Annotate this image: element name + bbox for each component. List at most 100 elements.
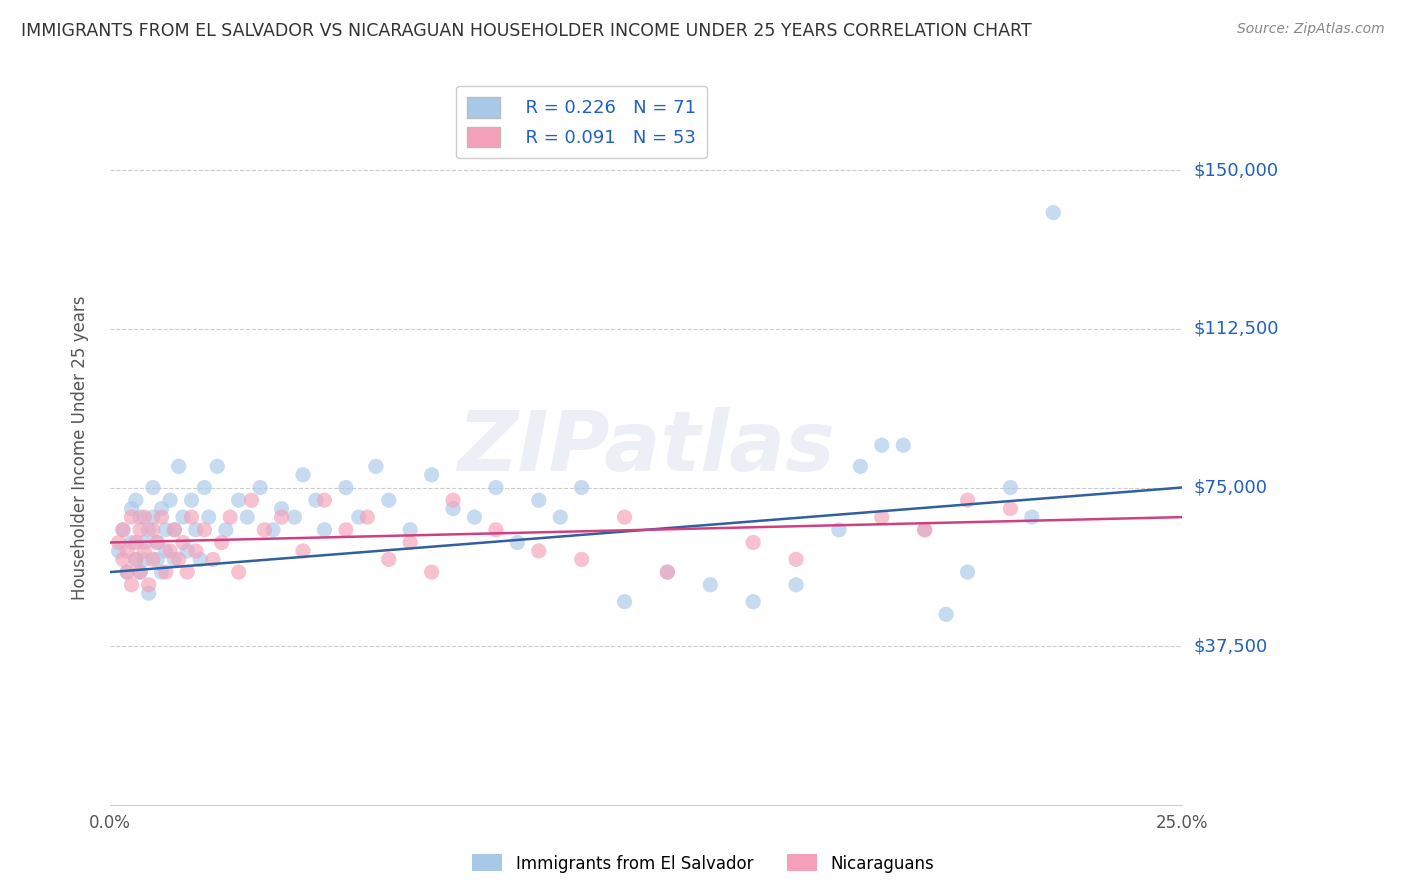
- Point: [193, 481, 215, 495]
- Point: [107, 544, 129, 558]
- Point: [125, 535, 148, 549]
- Point: [849, 459, 872, 474]
- Point: [163, 523, 186, 537]
- Point: [155, 523, 177, 537]
- Point: [125, 552, 148, 566]
- Point: [142, 523, 165, 537]
- Point: [441, 493, 464, 508]
- Point: [163, 552, 186, 566]
- Point: [548, 510, 571, 524]
- Point: [742, 595, 765, 609]
- Point: [657, 565, 679, 579]
- Point: [335, 481, 357, 495]
- Point: [613, 510, 636, 524]
- Point: [249, 481, 271, 495]
- Point: [163, 523, 186, 537]
- Point: [292, 544, 315, 558]
- Point: [335, 523, 357, 537]
- Point: [571, 481, 593, 495]
- Point: [197, 510, 219, 524]
- Point: [176, 544, 198, 558]
- Point: [283, 510, 305, 524]
- Point: [180, 510, 202, 524]
- Point: [184, 523, 207, 537]
- Point: [159, 544, 181, 558]
- Point: [1042, 205, 1064, 219]
- Point: [956, 565, 979, 579]
- Y-axis label: Householder Income Under 25 years: Householder Income Under 25 years: [72, 295, 89, 600]
- Point: [188, 552, 211, 566]
- Point: [228, 493, 250, 508]
- Point: [870, 438, 893, 452]
- Text: IMMIGRANTS FROM EL SALVADOR VS NICARAGUAN HOUSEHOLDER INCOME UNDER 25 YEARS CORR: IMMIGRANTS FROM EL SALVADOR VS NICARAGUA…: [21, 22, 1032, 40]
- Point: [146, 535, 169, 549]
- Point: [176, 565, 198, 579]
- Point: [134, 510, 156, 524]
- Point: [270, 501, 292, 516]
- Point: [891, 438, 914, 452]
- Point: [146, 552, 169, 566]
- Point: [134, 535, 156, 549]
- Point: [377, 493, 399, 508]
- Point: [134, 544, 156, 558]
- Point: [121, 535, 143, 549]
- Legend:   R = 0.226   N = 71,   R = 0.091   N = 53: R = 0.226 N = 71, R = 0.091 N = 53: [457, 86, 707, 158]
- Point: [1000, 481, 1022, 495]
- Point: [935, 607, 957, 622]
- Point: [228, 565, 250, 579]
- Point: [134, 552, 156, 566]
- Point: [150, 565, 173, 579]
- Point: [111, 523, 134, 537]
- Point: [115, 544, 138, 558]
- Point: [399, 535, 422, 549]
- Point: [377, 552, 399, 566]
- Point: [129, 510, 152, 524]
- Point: [914, 523, 936, 537]
- Point: [463, 510, 485, 524]
- Point: [236, 510, 259, 524]
- Point: [305, 493, 328, 508]
- Point: [262, 523, 284, 537]
- Point: [314, 523, 336, 537]
- Point: [150, 501, 173, 516]
- Point: [111, 552, 134, 566]
- Point: [142, 481, 165, 495]
- Point: [571, 552, 593, 566]
- Point: [657, 565, 679, 579]
- Point: [121, 501, 143, 516]
- Point: [121, 510, 143, 524]
- Point: [870, 510, 893, 524]
- Point: [527, 493, 550, 508]
- Point: [138, 586, 160, 600]
- Point: [785, 578, 807, 592]
- Point: [115, 565, 138, 579]
- Point: [399, 523, 422, 537]
- Point: [201, 552, 224, 566]
- Point: [956, 493, 979, 508]
- Point: [107, 535, 129, 549]
- Point: [155, 544, 177, 558]
- Point: [111, 523, 134, 537]
- Point: [527, 544, 550, 558]
- Point: [167, 459, 190, 474]
- Point: [125, 552, 148, 566]
- Point: [364, 459, 387, 474]
- Point: [292, 467, 315, 482]
- Text: ZIPatlas: ZIPatlas: [457, 408, 835, 489]
- Point: [138, 578, 160, 592]
- Point: [211, 535, 233, 549]
- Text: $37,500: $37,500: [1194, 637, 1267, 655]
- Point: [142, 552, 165, 566]
- Point: [155, 565, 177, 579]
- Point: [613, 595, 636, 609]
- Point: [138, 523, 160, 537]
- Point: [420, 467, 443, 482]
- Point: [506, 535, 529, 549]
- Text: $150,000: $150,000: [1194, 161, 1278, 179]
- Point: [785, 552, 807, 566]
- Point: [699, 578, 721, 592]
- Point: [172, 510, 194, 524]
- Point: [742, 535, 765, 549]
- Point: [420, 565, 443, 579]
- Point: [207, 459, 229, 474]
